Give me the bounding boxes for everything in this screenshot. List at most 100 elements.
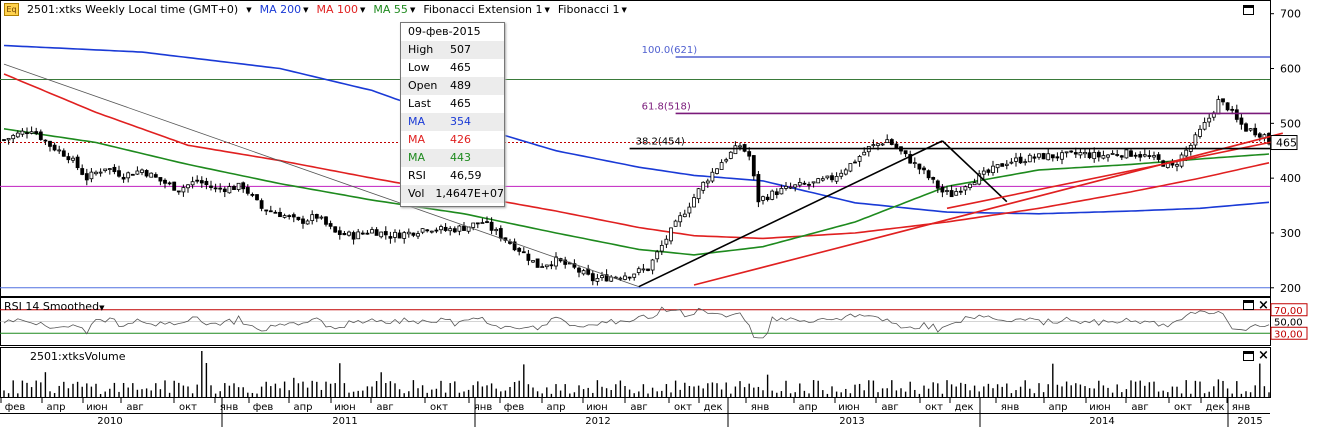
legend-ma100[interactable]: MA 100 ▼: [316, 3, 366, 16]
candle-body: [889, 139, 894, 145]
candle-body: [402, 232, 407, 239]
tooltip-value: 09-фев-2015: [408, 25, 481, 38]
candle-body: [287, 215, 292, 217]
candle-body: [715, 168, 719, 174]
candle-body: [843, 169, 848, 175]
tooltip-value: 46,59: [450, 169, 482, 182]
rsi-line: [3, 306, 1270, 339]
candle-body: [43, 139, 48, 142]
candle-body: [1087, 152, 1092, 159]
ma100-dropdown-icon[interactable]: ▼: [360, 5, 366, 14]
candle-body: [1023, 161, 1028, 164]
candle-body: [931, 177, 936, 180]
candle-body: [1101, 155, 1106, 159]
candle-body: [1064, 151, 1069, 154]
candle-body: [1046, 153, 1051, 161]
candle-body: [186, 184, 190, 189]
candle-body: [172, 181, 177, 191]
tooltip-key: MA: [408, 115, 426, 128]
candle-body: [1004, 163, 1009, 166]
candle-body: [1032, 156, 1037, 159]
close-volume-panel-icon[interactable]: ×: [1258, 348, 1269, 363]
candle-body: [825, 175, 830, 179]
candle-body: [1050, 154, 1055, 159]
fib-dropdown-icon[interactable]: ▼: [621, 5, 627, 14]
fib-ext-dropdown-icon[interactable]: ▼: [544, 5, 550, 14]
equity-icon: Eq: [4, 3, 19, 16]
maximize-price-panel-icon[interactable]: [1243, 5, 1254, 15]
candle-body: [15, 132, 20, 138]
candle-body: [328, 223, 333, 227]
candle-body: [342, 232, 347, 236]
candle-body: [981, 170, 986, 175]
candle-body: [241, 182, 246, 190]
candle-body: [563, 259, 568, 265]
rsi-panel-title[interactable]: RSI 14 Smoothed▼: [4, 300, 105, 313]
year-label: 2010: [97, 416, 122, 427]
candle-body: [144, 170, 149, 177]
month-label: фев: [253, 402, 274, 413]
candle-body: [347, 231, 351, 236]
year-label: 2013: [839, 416, 864, 427]
candle-body: [135, 170, 140, 175]
maximize-volume-panel-icon[interactable]: [1243, 351, 1254, 361]
candle-body: [1230, 108, 1235, 111]
tooltip-row: Vol 1,4647E+07: [401, 185, 504, 203]
legend-fibonacci[interactable]: Fibonacci 1 ▼: [557, 3, 627, 16]
candle-body: [526, 253, 531, 261]
maximize-rsi-panel-icon[interactable]: [1243, 300, 1254, 310]
ma200-line: [3, 44, 1270, 215]
candle-body: [38, 131, 43, 140]
candle-body: [1073, 152, 1078, 155]
month-label: окт: [1174, 402, 1192, 413]
candle-body: [494, 229, 499, 232]
chart-title[interactable]: 2501:xtks Weekly Local time (GMT+0): [27, 3, 239, 16]
legend-fib-extension[interactable]: Fibonacci Extension 1 ▼: [423, 3, 550, 16]
tooltip-row: High 507: [401, 41, 504, 59]
trendline: [941, 140, 1008, 203]
last-price-label: 465: [1276, 137, 1297, 150]
candle-body: [871, 144, 876, 147]
candle-body: [1092, 152, 1097, 160]
candle-body: [232, 186, 236, 190]
month-label: авг: [881, 402, 898, 413]
candle-body: [1096, 151, 1101, 158]
month-label: авг: [1131, 402, 1148, 413]
legend-ma200[interactable]: MA 200 ▼: [259, 3, 309, 16]
candle-body: [839, 172, 844, 177]
rsi-dropdown-icon[interactable]: ▼: [99, 304, 105, 312]
candle-body: [379, 231, 384, 238]
candle-body: [245, 187, 250, 194]
candle-body: [2, 139, 6, 141]
month-label: апр: [546, 402, 565, 413]
candle-body: [282, 215, 287, 218]
candle-body: [1138, 154, 1143, 158]
candle-body: [1147, 155, 1152, 157]
ma55-dropdown-icon[interactable]: ▼: [409, 5, 416, 14]
tooltip-value: 354: [450, 115, 471, 128]
title-dropdown-icon[interactable]: ▼: [246, 5, 252, 14]
month-label: окт: [925, 402, 943, 413]
candle-body: [1018, 156, 1023, 164]
candle-body: [213, 187, 218, 190]
month-label: апр: [46, 402, 65, 413]
month-label: авг: [376, 402, 393, 413]
candle-body: [1129, 150, 1133, 157]
month-label: авг: [126, 402, 143, 413]
candle-body: [6, 137, 11, 141]
close-rsi-panel-icon[interactable]: ×: [1258, 298, 1269, 313]
price-tick-label: 400: [1280, 172, 1301, 185]
candle-body: [659, 245, 664, 252]
candle-body: [1110, 153, 1115, 155]
ma200-dropdown-icon[interactable]: ▼: [303, 5, 309, 14]
candle-body: [314, 213, 319, 219]
legend-ma55[interactable]: MA 55 ▼: [373, 3, 416, 16]
candle-body: [834, 176, 839, 182]
month-label: июн: [334, 402, 355, 413]
candle-body: [751, 155, 756, 177]
month-label: июн: [86, 402, 107, 413]
candle-body: [11, 135, 16, 140]
candle-body: [1009, 161, 1014, 164]
candle-body: [1234, 109, 1239, 120]
candle-body: [457, 225, 462, 232]
